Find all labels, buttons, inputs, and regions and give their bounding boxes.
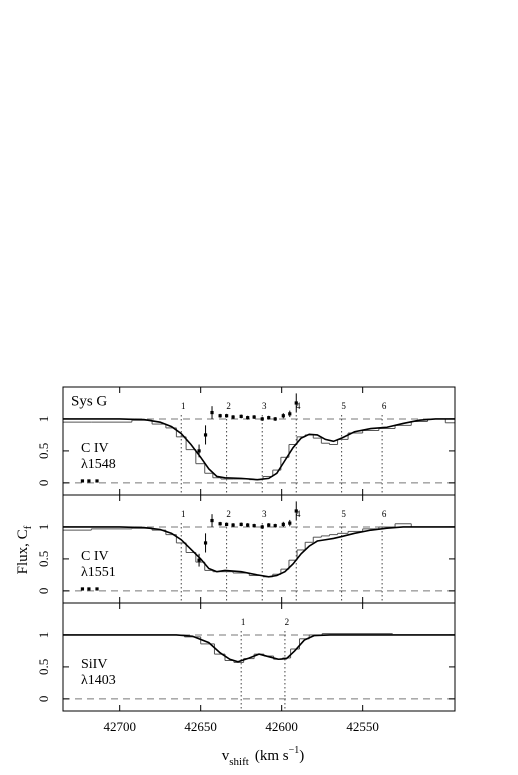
y-axis-label-main: Flux, C [15, 529, 31, 574]
component-label: 2 [226, 401, 231, 411]
point [246, 416, 250, 420]
point [239, 522, 243, 526]
x-tick-label: 42550 [346, 719, 379, 734]
x-tick-label: 42600 [265, 719, 298, 734]
x-axis-label: vshift (km s−1) [222, 745, 304, 767]
point [231, 523, 235, 527]
y-tick-label: 0 [36, 696, 51, 703]
point [267, 416, 271, 420]
component-label: 6 [382, 509, 387, 519]
y-tick-label: 0.5 [36, 443, 51, 459]
point [210, 518, 214, 523]
component-label: 2 [285, 617, 290, 627]
x-axis-label-unit: (km s [255, 748, 289, 764]
y-tick-label: 0 [36, 480, 51, 487]
y-axis-label-sub: f [22, 525, 34, 529]
panel-frame [62, 602, 456, 712]
panel-label: SiIV [81, 657, 107, 672]
component-label: 1 [181, 401, 186, 411]
x-axis-label-sup: −1 [289, 745, 300, 756]
point [273, 524, 277, 528]
component-label: 4 [296, 509, 301, 519]
component-label: 1 [181, 509, 186, 519]
point [267, 523, 271, 527]
y-axis-label: Flux, Cf [15, 525, 33, 574]
point [225, 414, 229, 418]
panel-label: C IV [81, 441, 109, 456]
point [252, 524, 256, 528]
point [231, 415, 235, 419]
point [288, 521, 292, 525]
panel-label: C IV [81, 549, 109, 564]
point [294, 509, 298, 513]
point [252, 415, 256, 419]
x-tick-label: 42650 [184, 719, 217, 734]
point [260, 525, 264, 529]
point [87, 587, 91, 591]
point [218, 414, 222, 418]
component-label: 2 [226, 509, 231, 519]
y-tick-label: 1 [36, 524, 51, 531]
point [260, 417, 264, 421]
point [95, 587, 99, 591]
point [273, 417, 277, 421]
model-line [63, 418, 455, 481]
point [218, 522, 222, 526]
point [210, 410, 214, 415]
panel-label: λ1548 [81, 457, 116, 472]
point [203, 541, 208, 545]
panel-label: λ1551 [81, 565, 116, 580]
panel-label: λ1403 [81, 673, 116, 688]
point [225, 522, 229, 526]
model-line [63, 634, 455, 663]
point [294, 401, 298, 405]
point [281, 414, 285, 418]
point [87, 479, 91, 483]
panel-frame [62, 494, 456, 604]
step-riser [90, 523, 412, 577]
point [80, 587, 85, 591]
point [203, 433, 208, 437]
component-label: 6 [382, 401, 387, 411]
component-label: 1 [241, 617, 246, 627]
point [281, 522, 285, 526]
y-tick-label: 0.5 [36, 551, 51, 567]
component-label: 5 [341, 401, 346, 411]
y-tick-label: 0.5 [36, 659, 51, 675]
y-tick-label: 1 [36, 632, 51, 639]
step-riser [131, 418, 446, 480]
x-axis-label-main: v [222, 748, 230, 764]
point [197, 449, 201, 453]
point [246, 523, 250, 527]
y-tick-label: 1 [36, 416, 51, 423]
component-label: 5 [341, 509, 346, 519]
model-line [63, 526, 455, 578]
component-label: 4 [296, 401, 301, 411]
point [80, 479, 85, 483]
point [95, 479, 99, 483]
y-tick-label: 0 [36, 588, 51, 595]
panel-title: Sys G [71, 393, 107, 409]
component-label: 3 [262, 401, 267, 411]
x-axis-label-sub: shift [229, 756, 249, 768]
point [197, 558, 201, 562]
x-axis-label-end: ) [299, 748, 304, 764]
x-tick-label: 42700 [103, 719, 136, 734]
component-label: 3 [262, 509, 267, 519]
point [239, 414, 243, 418]
point [288, 412, 292, 416]
